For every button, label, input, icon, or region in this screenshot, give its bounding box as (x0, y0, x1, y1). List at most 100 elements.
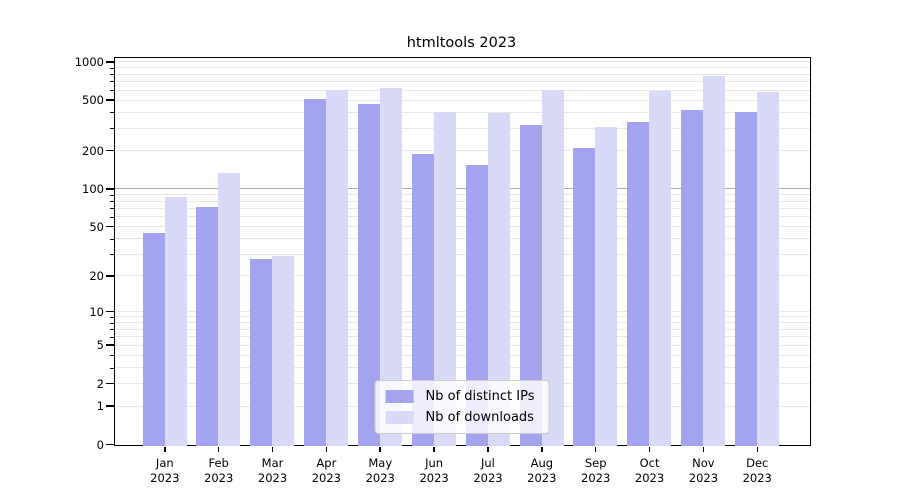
legend-item-downloads: Nb of downloads (385, 410, 535, 425)
x-tick-mark (541, 446, 543, 452)
x-tick-label: Jul 2023 (473, 456, 503, 485)
bar-downloads-feb-2023 (218, 172, 241, 446)
y-tick-mark (106, 310, 114, 313)
x-tick-mark (756, 446, 758, 452)
y-tick-mark (106, 443, 114, 446)
bar-distinct-ips-nov-2023 (681, 109, 704, 446)
y-minor-tick-mark (109, 90, 114, 92)
bar-distinct-ips-feb-2023 (196, 207, 219, 446)
y-minor-tick-mark (109, 329, 114, 331)
bar-downloads-apr-2023 (326, 89, 349, 446)
legend: Nb of distinct IPs Nb of downloads (374, 380, 550, 434)
gridline (114, 111, 810, 113)
gridline (114, 344, 810, 346)
bar-downloads-oct-2023 (649, 91, 672, 446)
gridline (114, 207, 810, 209)
y-tick-label: 1 (96, 399, 104, 414)
bar-distinct-ips-jul-2023 (465, 164, 488, 446)
y-tick-mark (106, 149, 114, 152)
gridline (114, 367, 810, 369)
x-tick-label: Apr 2023 (311, 456, 342, 485)
y-minor-tick-mark (109, 74, 114, 76)
y-tick-mark (106, 382, 114, 385)
gridline (114, 226, 810, 228)
gridline (114, 150, 810, 152)
chart-title: htmltools 2023 (406, 35, 517, 51)
y-tick-mark (106, 188, 114, 190)
bar-distinct-ips-aug-2023 (519, 125, 542, 446)
y-minor-tick-mark (109, 81, 114, 83)
y-minor-tick-mark (109, 367, 114, 369)
y-tick-label: 20 (89, 268, 104, 283)
bar-downloads-sep-2023 (595, 126, 618, 446)
bar-downloads-jan-2023 (164, 196, 187, 446)
gridline (114, 61, 810, 63)
legend-swatch-downloads (385, 411, 414, 424)
gridline (114, 238, 810, 240)
y-tick-mark (106, 61, 114, 63)
x-tick-mark (487, 446, 489, 452)
bar-distinct-ips-jan-2023 (142, 233, 165, 446)
legend-item-distinct-ips: Nb of distinct IPs (385, 389, 535, 404)
x-tick-label: Jan 2023 (150, 456, 180, 485)
x-tick-label: Feb 2023 (204, 456, 234, 485)
bar-distinct-ips-sep-2023 (573, 148, 596, 446)
gridline (114, 73, 810, 75)
y-minor-tick-mark (109, 201, 114, 203)
x-tick-label: Sep 2023 (581, 456, 611, 485)
bar-downloads-jun-2023 (433, 112, 456, 446)
gridline (114, 253, 810, 255)
y-tick-mark (106, 275, 114, 277)
y-minor-tick-mark (109, 112, 114, 114)
x-tick-label: May 2023 (365, 456, 395, 485)
gridline (114, 322, 810, 324)
bar-distinct-ips-may-2023 (357, 103, 380, 446)
y-tick-label: 100 (82, 181, 104, 196)
legend-label-distinct-ips: Nb of distinct IPs (425, 389, 535, 404)
gridline (114, 80, 810, 82)
gridline (114, 194, 810, 196)
y-minor-tick-mark (109, 67, 114, 69)
bar-downloads-may-2023 (379, 87, 402, 446)
bar-downloads-jul-2023 (487, 113, 510, 446)
gridline (114, 188, 810, 190)
y-minor-tick-mark (109, 316, 114, 318)
x-tick-mark (325, 446, 328, 452)
y-minor-tick-mark (109, 336, 114, 338)
x-tick-label: Jun 2023 (419, 456, 449, 485)
gridline (114, 336, 810, 338)
y-tick-label: 50 (89, 219, 104, 234)
gridline (114, 67, 810, 69)
y-minor-tick-mark (109, 194, 114, 196)
bar-downloads-nov-2023 (703, 76, 726, 446)
gridline (114, 328, 810, 330)
x-tick-mark (648, 446, 651, 452)
bar-downloads-mar-2023 (272, 255, 295, 446)
y-minor-tick-mark (109, 238, 114, 240)
x-tick-mark (379, 446, 381, 452)
y-tick-label: 500 (82, 93, 104, 108)
x-tick-label: Oct 2023 (634, 456, 665, 485)
y-minor-tick-mark (109, 208, 114, 210)
gridline (114, 89, 810, 91)
bar-distinct-ips-dec-2023 (734, 111, 757, 446)
bar-downloads-aug-2023 (541, 90, 564, 446)
x-tick-mark (164, 446, 166, 452)
y-tick-label: 1000 (74, 54, 104, 69)
x-tick-label: Nov 2023 (688, 456, 719, 485)
x-tick-label: Mar 2023 (257, 456, 288, 485)
x-tick-mark (271, 446, 274, 452)
bar-downloads-dec-2023 (756, 91, 779, 446)
y-minor-tick-mark (109, 322, 114, 324)
y-tick-label: 5 (96, 338, 104, 353)
x-tick-label: Dec 2023 (742, 456, 772, 485)
x-tick-mark (702, 446, 705, 452)
y-minor-tick-mark (109, 254, 114, 256)
plot-area: Nb of distinct IPs Nb of downloads (113, 57, 811, 446)
gridline (114, 316, 810, 318)
y-tick-label: 200 (82, 143, 104, 158)
gridline (114, 99, 810, 101)
x-tick-mark (594, 446, 597, 452)
gridline (114, 200, 810, 202)
